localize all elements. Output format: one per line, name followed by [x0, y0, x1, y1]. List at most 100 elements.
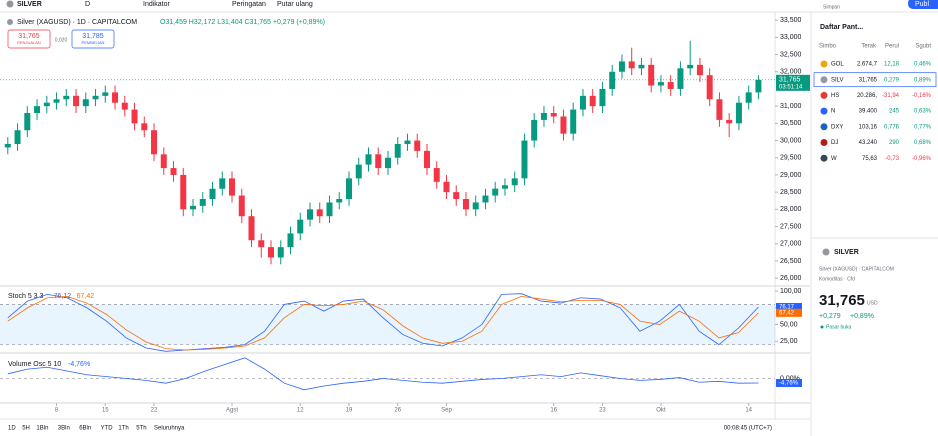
- candle-body: [160, 154, 167, 169]
- time-range[interactable]: 1Bln: [36, 426, 48, 432]
- candle-body: [589, 95, 596, 107]
- y-tick-label: 0,00%: [780, 375, 800, 382]
- row-last: 2.674,7: [857, 62, 878, 68]
- row-change: -0,73: [885, 156, 899, 162]
- candle-body: [287, 233, 294, 248]
- x-tick-label: Okt: [656, 408, 666, 414]
- y-tick-label: 28,500: [780, 189, 802, 196]
- row-change-pct: 0,46%: [914, 62, 932, 68]
- time-range[interactable]: 1Th: [118, 426, 128, 432]
- candle-body: [384, 157, 391, 169]
- value-tag-label: 76,17: [779, 305, 795, 311]
- y-tick-label: 26,500: [780, 258, 802, 265]
- row-last: 20.286,: [857, 93, 877, 99]
- indicator-title: Stoch 5 3 3: [8, 293, 44, 300]
- candle-body: [404, 140, 411, 144]
- row-symbol[interactable]: W: [831, 156, 837, 162]
- candle-body: [199, 199, 206, 206]
- details-change: +0,279: [819, 313, 841, 320]
- publish-button[interactable]: [908, 0, 938, 9]
- row-symbol[interactable]: SILV: [831, 77, 844, 83]
- time-range[interactable]: 6Bln: [79, 426, 91, 432]
- time-range[interactable]: Seluruhnya: [154, 426, 185, 432]
- x-tick-label: 12: [297, 408, 304, 414]
- candle-body: [687, 64, 694, 69]
- toolbar-item[interactable]: Peringatan: [232, 1, 266, 8]
- time-range[interactable]: 3Bln: [58, 426, 70, 432]
- candle-body: [667, 82, 674, 89]
- row-change-pct: -0,96%: [912, 156, 932, 162]
- toolbar-item[interactable]: Putar ulang: [277, 1, 313, 8]
- candle-body: [112, 92, 119, 103]
- row-symbol[interactable]: DXY: [831, 124, 843, 130]
- legend-icon: [7, 19, 13, 25]
- candle-body: [657, 82, 664, 86]
- column-header: Simbo: [819, 44, 837, 50]
- candle-body: [706, 75, 713, 100]
- buy-price: 31,785: [82, 33, 104, 40]
- y-tick-label: 50,00: [780, 321, 798, 328]
- time-range[interactable]: YTD: [101, 426, 114, 432]
- row-change: 0,279: [884, 77, 900, 83]
- candle-body: [638, 64, 645, 69]
- sell-label: PENJUALAN: [17, 40, 41, 45]
- candle-body: [14, 130, 21, 144]
- save-button[interactable]: Simpan: [823, 4, 840, 10]
- sell-price: 31,765: [18, 33, 40, 40]
- y-tick-label: 27,000: [780, 241, 802, 248]
- candle-body: [131, 109, 138, 124]
- candle-body: [696, 64, 703, 76]
- candle-body: [268, 247, 275, 258]
- time-range[interactable]: 5H: [22, 426, 30, 432]
- x-tick-label: Agst: [226, 408, 238, 414]
- candle-body: [745, 92, 752, 103]
- candle-body: [307, 209, 313, 220]
- candle-body: [482, 195, 489, 203]
- row-change-pct: 0,68%: [914, 140, 932, 146]
- y-tick-label: 33,500: [780, 17, 802, 24]
- row-symbol[interactable]: N: [831, 109, 835, 115]
- row-symbol[interactable]: GOL: [831, 62, 844, 68]
- x-tick-label: 26: [394, 408, 401, 414]
- candle-body: [648, 64, 655, 86]
- candle-body: [365, 154, 372, 165]
- row-symbol[interactable]: DJ: [831, 140, 838, 146]
- candle-body: [34, 106, 41, 114]
- candle-body: [414, 140, 421, 151]
- symbol-icon: [6, 0, 14, 8]
- candle-body: [316, 209, 323, 217]
- candle-body: [540, 113, 547, 120]
- row-icon: [820, 154, 828, 162]
- status-dot: [820, 325, 824, 329]
- row-icon: [820, 60, 828, 68]
- y-tick-label: 31,000: [780, 103, 802, 110]
- details-category: Komoditas · Cfd: [819, 276, 855, 282]
- time-range[interactable]: 1D: [8, 426, 16, 432]
- candle-body: [258, 240, 265, 248]
- y-tick-label: 25,00: [780, 338, 798, 345]
- toolbar-item[interactable]: Indikator: [143, 1, 171, 8]
- toolbar-symbol[interactable]: SILVER: [17, 1, 42, 8]
- candle-body: [472, 202, 479, 210]
- toolbar-interval[interactable]: D: [85, 1, 90, 8]
- y-tick-label: 32,000: [780, 69, 802, 76]
- y-tick-label: 30,500: [780, 120, 802, 127]
- row-highlight[interactable]: [813, 72, 937, 88]
- candle-body: [511, 178, 518, 186]
- candle-body: [43, 102, 50, 107]
- candle-body: [453, 192, 460, 200]
- row-symbol[interactable]: HS: [831, 93, 839, 99]
- time-range[interactable]: 5Th: [136, 426, 146, 432]
- candle-body: [73, 95, 80, 107]
- buy-button[interactable]: [71, 29, 115, 49]
- candle-body: [375, 154, 382, 169]
- column-header: Terak: [861, 44, 877, 50]
- sell-button[interactable]: [7, 29, 51, 49]
- candle-body: [24, 113, 31, 131]
- details-status: Pasar buka: [826, 324, 852, 330]
- row-last: 75,63: [862, 156, 878, 162]
- x-tick-label: Sep: [441, 408, 452, 414]
- countdown: 03:51:14: [779, 84, 803, 90]
- watchlist-title: Daftar Pant...: [820, 24, 863, 31]
